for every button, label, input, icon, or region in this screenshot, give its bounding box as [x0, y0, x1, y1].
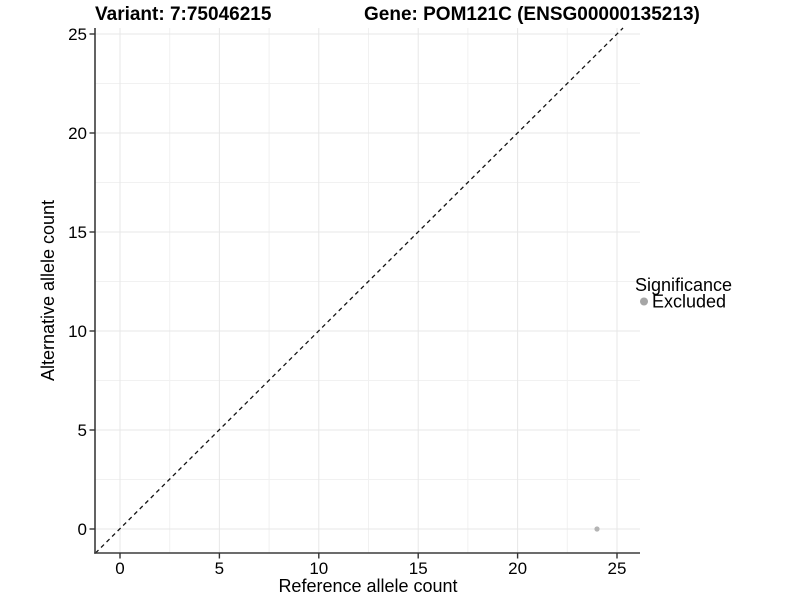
- gene-title: Gene: POM121C (ENSG00000135213): [364, 4, 700, 25]
- y-tick-label: 15: [68, 223, 87, 242]
- plot-panel: [95, 28, 640, 553]
- y-tick-label: 20: [68, 124, 87, 143]
- y-tick-label: 25: [68, 25, 87, 44]
- legend-item-excluded: Excluded: [652, 292, 726, 312]
- y-tick-labels: 0 5 10 15 20 25: [68, 25, 87, 539]
- y-tick-label: 0: [78, 520, 87, 539]
- data-point-excluded: [594, 526, 600, 532]
- x-tick-label: 5: [215, 559, 224, 578]
- y-tick-label: 5: [78, 421, 87, 440]
- legend: Significance Excluded: [635, 275, 732, 312]
- x-tick-label: 20: [508, 559, 527, 578]
- identity-reference-line: [95, 27, 624, 554]
- y-tick-label: 10: [68, 322, 87, 341]
- gridlines-minor: [95, 28, 640, 553]
- x-tick-label: 10: [309, 559, 328, 578]
- x-tick-label: 25: [608, 559, 627, 578]
- y-axis-title: Alternative allele count: [38, 200, 58, 381]
- x-tick-label: 0: [115, 559, 124, 578]
- x-tick-labels: 0 5 10 15 20 25: [115, 559, 626, 578]
- legend-marker-excluded-icon: [640, 297, 648, 306]
- gridlines-major: [95, 28, 640, 553]
- x-axis-title: Reference allele count: [278, 576, 457, 596]
- legend-title: Significance: [635, 275, 732, 295]
- axis-lines: [94, 28, 640, 554]
- variant-title: Variant: 7:75046215: [95, 4, 272, 25]
- x-tick-label: 15: [409, 559, 428, 578]
- tick-marks: [89, 33, 618, 559]
